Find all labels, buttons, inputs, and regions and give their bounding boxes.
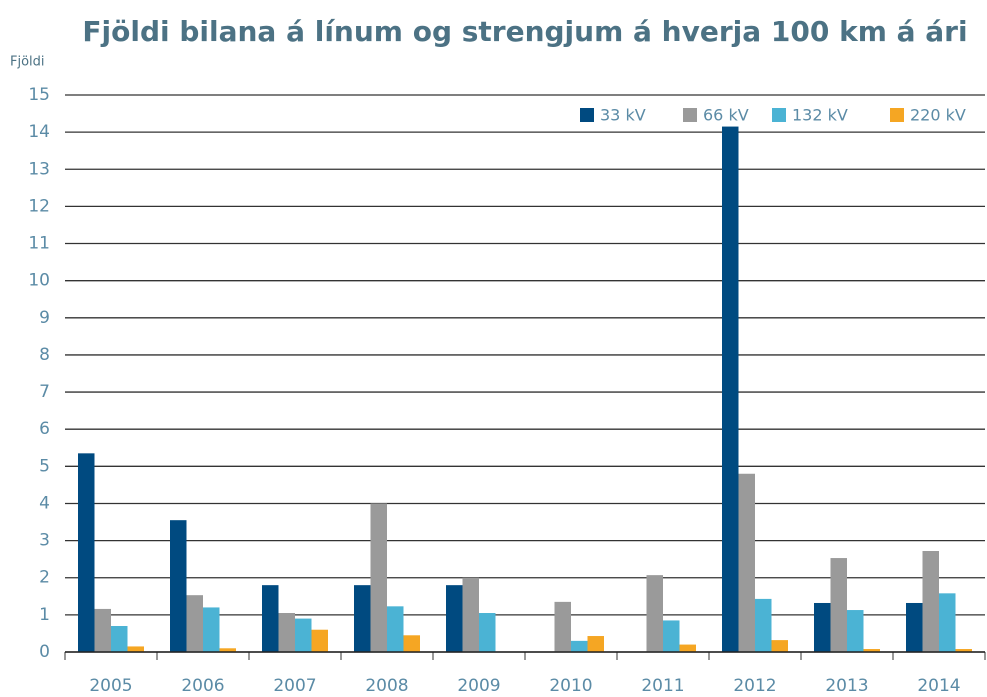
bar xyxy=(939,593,956,652)
x-tick-label: 2005 xyxy=(89,676,132,696)
legend-swatch xyxy=(580,108,594,122)
y-axis-label: Fjöldi xyxy=(10,55,45,70)
bar xyxy=(663,620,680,652)
bar xyxy=(646,575,663,652)
legend-swatch xyxy=(683,108,697,122)
bar xyxy=(922,550,939,652)
y-tick-label: 10 xyxy=(28,271,50,291)
x-tick-label: 2013 xyxy=(825,676,868,696)
y-tick-label: 15 xyxy=(28,85,50,105)
x-tick-label: 2014 xyxy=(917,676,960,696)
y-tick-label: 0 xyxy=(39,642,50,662)
bar xyxy=(771,640,788,652)
bar xyxy=(847,610,864,652)
bar xyxy=(186,595,203,652)
bar xyxy=(906,602,923,652)
bar xyxy=(219,648,236,652)
y-tick-label: 13 xyxy=(28,159,50,179)
legend-swatch xyxy=(772,108,786,122)
bar xyxy=(354,585,371,652)
y-tick-label: 12 xyxy=(28,196,50,216)
bar xyxy=(403,635,420,652)
bar xyxy=(587,636,604,652)
x-tick-label: 2007 xyxy=(273,676,316,696)
bar xyxy=(311,629,328,652)
y-tick-label: 3 xyxy=(39,531,50,551)
bar xyxy=(814,602,831,652)
bar xyxy=(203,607,220,652)
y-tick-label: 8 xyxy=(39,345,50,365)
bar xyxy=(370,503,387,652)
bar xyxy=(94,608,111,652)
y-tick-label: 7 xyxy=(39,382,50,402)
bar xyxy=(738,473,755,652)
bar xyxy=(111,626,128,652)
bar xyxy=(955,649,972,652)
y-tick-label: 14 xyxy=(28,122,50,142)
chart-title: Fjöldi bilana á línum og strengjum á hve… xyxy=(82,15,967,48)
bar xyxy=(722,126,739,652)
bar xyxy=(295,618,312,652)
x-tick-label: 2010 xyxy=(549,676,592,696)
bar xyxy=(830,558,847,652)
y-tick-label: 4 xyxy=(39,493,50,513)
bar xyxy=(863,649,880,652)
bar xyxy=(571,640,588,652)
x-tick-label: 2012 xyxy=(733,676,776,696)
bar xyxy=(755,598,772,652)
y-tick-label: 5 xyxy=(39,456,50,476)
bar xyxy=(462,577,479,652)
y-tick-label: 11 xyxy=(28,234,50,254)
y-tick-label: 9 xyxy=(39,308,50,328)
x-tick-label: 2009 xyxy=(457,676,500,696)
bar xyxy=(278,613,295,652)
legend-label: 33 kV xyxy=(600,106,646,125)
bar xyxy=(78,453,95,652)
bar xyxy=(170,520,187,652)
bar xyxy=(554,601,571,652)
x-tick-label: 2011 xyxy=(641,676,684,696)
bar xyxy=(479,613,496,652)
bar xyxy=(679,644,696,652)
legend-label: 220 kV xyxy=(910,106,966,125)
bar xyxy=(387,606,404,652)
bar xyxy=(127,646,144,652)
y-tick-label: 2 xyxy=(39,568,50,588)
legend-label: 66 kV xyxy=(703,106,749,125)
y-tick-label: 1 xyxy=(39,605,50,625)
y-tick-label: 6 xyxy=(39,419,50,439)
bar xyxy=(262,585,279,652)
x-tick-label: 2006 xyxy=(181,676,224,696)
bar xyxy=(446,585,463,652)
legend-label: 132 kV xyxy=(792,106,848,125)
legend-swatch xyxy=(890,108,904,122)
x-tick-label: 2008 xyxy=(365,676,408,696)
